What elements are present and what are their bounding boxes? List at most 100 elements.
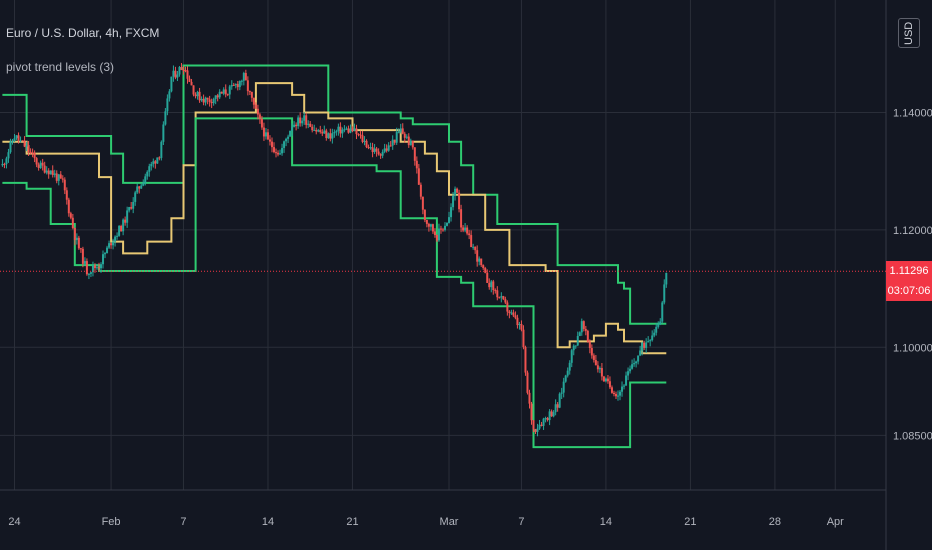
candle-body <box>661 302 664 322</box>
candle-body <box>281 147 284 154</box>
price-axis[interactable]: 1.14000 1.12000 1.10000 1.08500 <box>893 108 932 443</box>
candle-body <box>448 217 451 223</box>
candle-body <box>214 95 217 100</box>
candle-body <box>194 94 197 97</box>
candle-body <box>234 84 237 86</box>
candle-body <box>33 152 36 159</box>
candle-body <box>49 170 52 175</box>
candle-body <box>41 162 44 166</box>
candle-body <box>502 296 505 300</box>
candle-body <box>355 128 358 135</box>
candle-body <box>45 170 48 173</box>
candle-body <box>621 386 624 392</box>
candle-body <box>433 231 436 236</box>
candle-body <box>518 324 521 326</box>
candle-body <box>510 312 513 314</box>
candle-body <box>411 140 414 148</box>
candle-body <box>51 170 54 175</box>
candle-body <box>150 163 153 167</box>
candle-body <box>27 145 30 152</box>
candle-body <box>53 173 56 175</box>
candle-body <box>208 99 211 102</box>
candle-body <box>508 311 511 314</box>
candle-body <box>460 209 463 228</box>
candle-body <box>317 130 320 132</box>
candle-body <box>264 132 267 137</box>
candle-body <box>176 74 179 78</box>
candle-body <box>353 128 356 131</box>
candle-body <box>645 342 648 348</box>
candle-body <box>470 235 473 248</box>
candle-body <box>258 114 261 119</box>
candle-body <box>110 243 113 246</box>
candle-body <box>146 171 149 177</box>
candle-body <box>270 141 273 148</box>
candle-body <box>75 237 78 241</box>
candle-body <box>97 267 100 269</box>
candle-body <box>415 160 418 169</box>
candle-body <box>570 350 573 363</box>
candle-body <box>512 312 515 316</box>
candle-body <box>550 411 553 417</box>
candle-body <box>389 145 392 147</box>
candle-body <box>327 133 330 139</box>
candle-body <box>554 404 557 413</box>
candle-body <box>148 166 151 172</box>
candle-body <box>158 157 161 159</box>
candle-body <box>186 70 189 79</box>
candle-body <box>506 302 509 312</box>
candle-body <box>47 170 50 175</box>
last-price-label: 1.11296 <box>886 261 932 282</box>
candle-body <box>574 345 577 347</box>
currency-button[interactable]: USD <box>898 18 920 48</box>
candle-body <box>454 188 457 196</box>
candle-body <box>162 124 165 142</box>
candle-body <box>246 80 249 92</box>
candle-body <box>594 360 597 366</box>
y-tick-label: 1.10000 <box>893 342 932 354</box>
candle-body <box>301 120 304 124</box>
candle-body <box>582 321 585 329</box>
candle-body <box>21 140 24 142</box>
candle-body <box>659 321 662 325</box>
indicator-label[interactable]: pivot trend levels (3) <box>6 60 115 74</box>
candle-body <box>528 392 531 404</box>
candle-body <box>256 108 259 115</box>
candle-body <box>144 176 147 183</box>
candle-body <box>643 342 646 348</box>
candle-body <box>538 424 541 429</box>
candle-body <box>104 253 107 255</box>
candle-body <box>232 84 235 86</box>
candle-body <box>600 368 603 377</box>
x-tick-label: 7 <box>518 516 524 528</box>
candle-body <box>450 207 453 218</box>
candle-body <box>629 368 632 372</box>
candle-body <box>309 123 312 127</box>
candle-body <box>405 136 408 138</box>
candle-body <box>55 173 58 181</box>
candle-body <box>429 224 432 227</box>
time-axis[interactable]: 24 Feb 7 14 21 Mar 7 14 21 28 Apr <box>8 516 844 528</box>
candle-body <box>456 188 459 193</box>
candle-body <box>520 324 523 330</box>
candle-body <box>526 372 529 393</box>
candle-body <box>435 235 438 241</box>
candle-body <box>140 185 143 189</box>
candle-body <box>79 248 82 250</box>
candle-body <box>287 136 290 139</box>
candle-body <box>544 418 547 420</box>
candle-body <box>178 67 181 75</box>
candle-body <box>254 104 257 109</box>
candle-body <box>339 126 342 134</box>
candle-body <box>174 70 177 78</box>
candle-body <box>466 227 469 234</box>
candle-body <box>568 362 571 371</box>
candle-body <box>381 151 384 156</box>
symbol-title[interactable]: Euro / U.S. Dollar, 4h, FXCM <box>6 26 160 40</box>
candle-body <box>498 297 501 299</box>
candle-body <box>345 128 348 130</box>
candle-body <box>81 248 84 264</box>
candle-body <box>35 158 38 165</box>
candle-body <box>619 391 622 396</box>
